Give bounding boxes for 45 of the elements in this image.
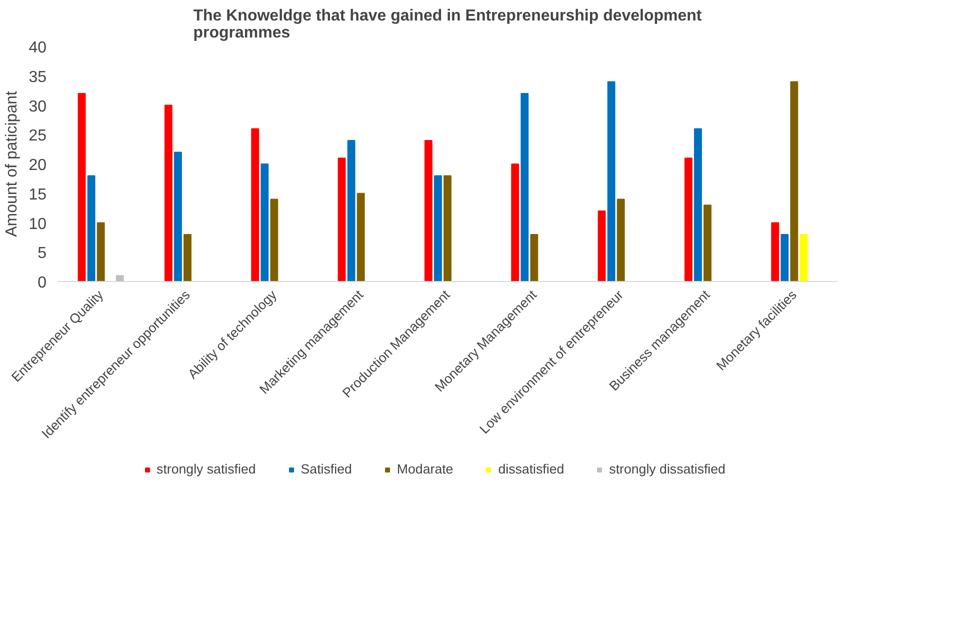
chart-title: The Knoweldge that have gained in Entrepreneurship development programmes [193,8,702,42]
bar [164,104,172,282]
bar [78,93,86,282]
bar [616,198,625,282]
bar [800,234,808,282]
bar [511,164,520,282]
bar [96,222,105,282]
y-tick-label: 30 [28,98,47,116]
y-tick-label: 10 [28,216,47,233]
bar [356,192,365,282]
bar [684,158,692,282]
bar [598,210,606,282]
legend-label: Modarate [396,462,454,476]
bar [771,222,780,282]
legend-label: strongly satisfied [156,462,256,476]
bar [184,234,192,282]
bar [347,140,356,282]
legend-label: dissatisfied [498,462,564,476]
bar [694,128,702,282]
y-tick-label: 20 [28,157,47,174]
bar [444,175,452,282]
y-tick-label: 40 [28,40,47,56]
y-tick-label: 15 [28,186,47,204]
bar [116,275,124,282]
bar [780,234,789,282]
bar [704,204,712,282]
y-tick-label: 5 [38,245,47,262]
bar [174,152,182,282]
bar [530,234,538,282]
bar [607,81,616,282]
y-tick-label: 25 [28,128,47,145]
bar [424,140,432,282]
y-tick-label: 35 [28,68,47,86]
legend-label: Satisfied [300,462,352,476]
bar [87,175,96,282]
y-tick-label: 0 [38,274,47,292]
bar [434,175,442,282]
y-axis-title: Amount of paticipant [4,90,21,237]
bar [260,164,269,282]
bar [520,93,529,282]
bar [251,128,260,282]
bar [270,198,278,282]
legend-label: strongly dissatisfied [609,462,726,476]
bar [790,81,798,282]
bar [338,158,346,282]
